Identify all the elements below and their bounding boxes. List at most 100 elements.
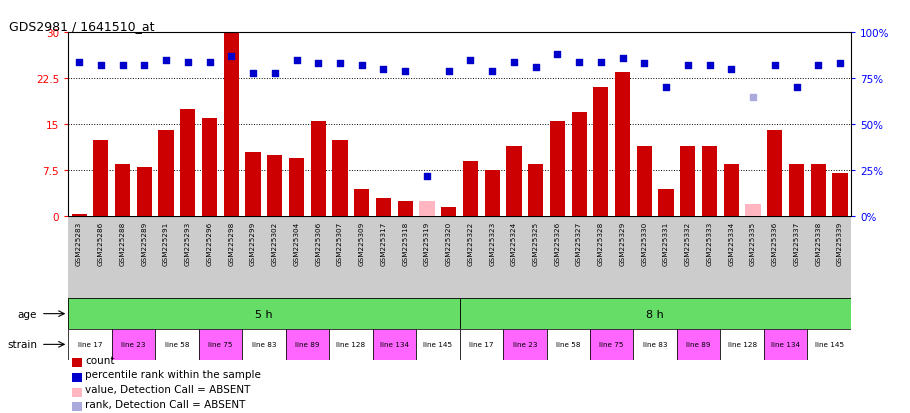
Bar — [659, 189, 673, 217]
Point — [550, 52, 564, 58]
Text: GSM225286: GSM225286 — [98, 221, 104, 265]
Bar — [420, 202, 435, 217]
Bar — [593, 88, 609, 217]
Bar — [72, 388, 82, 396]
Bar — [702, 146, 717, 217]
Point — [659, 85, 673, 92]
Bar — [503, 329, 547, 360]
Text: GSM225326: GSM225326 — [554, 221, 561, 265]
Bar — [93, 140, 108, 217]
Bar — [547, 329, 590, 360]
Text: percentile rank within the sample: percentile rank within the sample — [86, 370, 261, 380]
Bar — [68, 299, 460, 329]
Bar — [789, 165, 804, 217]
Bar — [637, 146, 652, 217]
Bar — [72, 403, 82, 411]
Text: line 128: line 128 — [337, 342, 366, 347]
Text: line 145: line 145 — [814, 342, 844, 347]
Text: line 75: line 75 — [600, 342, 624, 347]
Point — [355, 63, 369, 69]
Bar — [224, 34, 239, 217]
Point — [593, 59, 608, 66]
Text: age: age — [17, 309, 37, 319]
Text: GSM225283: GSM225283 — [76, 221, 82, 265]
Bar — [767, 131, 783, 217]
Bar — [745, 204, 761, 217]
Text: GSM225317: GSM225317 — [380, 221, 387, 265]
Bar — [288, 159, 304, 217]
Point — [94, 63, 108, 69]
Bar — [158, 131, 174, 217]
Bar — [329, 329, 372, 360]
Point — [158, 57, 173, 64]
Point — [529, 65, 543, 71]
Text: line 83: line 83 — [643, 342, 667, 347]
Bar — [112, 329, 156, 360]
Point — [485, 68, 500, 75]
Bar — [811, 165, 826, 217]
Text: value, Detection Call = ABSENT: value, Detection Call = ABSENT — [86, 384, 251, 394]
Text: GSM225293: GSM225293 — [185, 221, 191, 265]
Bar — [528, 165, 543, 217]
Text: line 58: line 58 — [556, 342, 581, 347]
Text: GSM225329: GSM225329 — [620, 221, 625, 265]
Text: GSM225309: GSM225309 — [359, 221, 365, 265]
Point — [463, 57, 478, 64]
Text: line 145: line 145 — [423, 342, 452, 347]
Text: line 17: line 17 — [77, 342, 102, 347]
Point — [180, 59, 195, 66]
Text: GSM225289: GSM225289 — [141, 221, 147, 265]
Text: GSM225325: GSM225325 — [532, 221, 539, 265]
Point — [811, 63, 825, 69]
Bar — [310, 122, 326, 217]
Text: line 23: line 23 — [121, 342, 146, 347]
Text: GSM225327: GSM225327 — [576, 221, 582, 265]
Bar — [460, 299, 851, 329]
Point — [833, 61, 847, 68]
Text: GSM225338: GSM225338 — [815, 221, 821, 265]
Text: GSM225319: GSM225319 — [424, 221, 430, 265]
Point — [137, 63, 152, 69]
Point — [420, 173, 434, 180]
Point — [333, 61, 348, 68]
Point — [571, 59, 586, 66]
Bar — [372, 329, 416, 360]
Bar — [354, 189, 369, 217]
Text: GSM225306: GSM225306 — [315, 221, 321, 265]
Text: GSM225332: GSM225332 — [685, 221, 691, 265]
Text: GSM225299: GSM225299 — [250, 221, 256, 265]
Text: GSM225328: GSM225328 — [598, 221, 604, 265]
Text: GSM225335: GSM225335 — [750, 221, 756, 265]
Point — [745, 94, 760, 101]
Point — [202, 59, 217, 66]
Bar — [677, 329, 721, 360]
Bar — [268, 156, 282, 217]
Bar — [571, 113, 587, 217]
Text: line 83: line 83 — [252, 342, 276, 347]
Bar — [246, 152, 260, 217]
Point — [376, 66, 390, 73]
Text: line 17: line 17 — [469, 342, 493, 347]
Bar — [833, 174, 847, 217]
Text: line 134: line 134 — [771, 342, 800, 347]
Text: GSM225307: GSM225307 — [337, 221, 343, 265]
Text: GSM225322: GSM225322 — [468, 221, 473, 265]
Point — [289, 57, 304, 64]
Text: count: count — [86, 355, 115, 365]
Text: GSM225318: GSM225318 — [402, 221, 409, 265]
Point — [398, 68, 412, 75]
Bar — [807, 329, 851, 360]
Point — [72, 59, 86, 66]
Text: GSM225336: GSM225336 — [772, 221, 778, 265]
Text: GSM225324: GSM225324 — [511, 221, 517, 265]
Bar — [484, 171, 500, 217]
Bar — [590, 329, 633, 360]
Bar — [615, 73, 631, 217]
Text: GSM225302: GSM225302 — [272, 221, 278, 265]
Bar — [633, 329, 677, 360]
Bar — [550, 122, 565, 217]
Text: 5 h: 5 h — [255, 309, 273, 319]
Bar — [460, 329, 503, 360]
Point — [246, 70, 260, 77]
Point — [268, 70, 282, 77]
